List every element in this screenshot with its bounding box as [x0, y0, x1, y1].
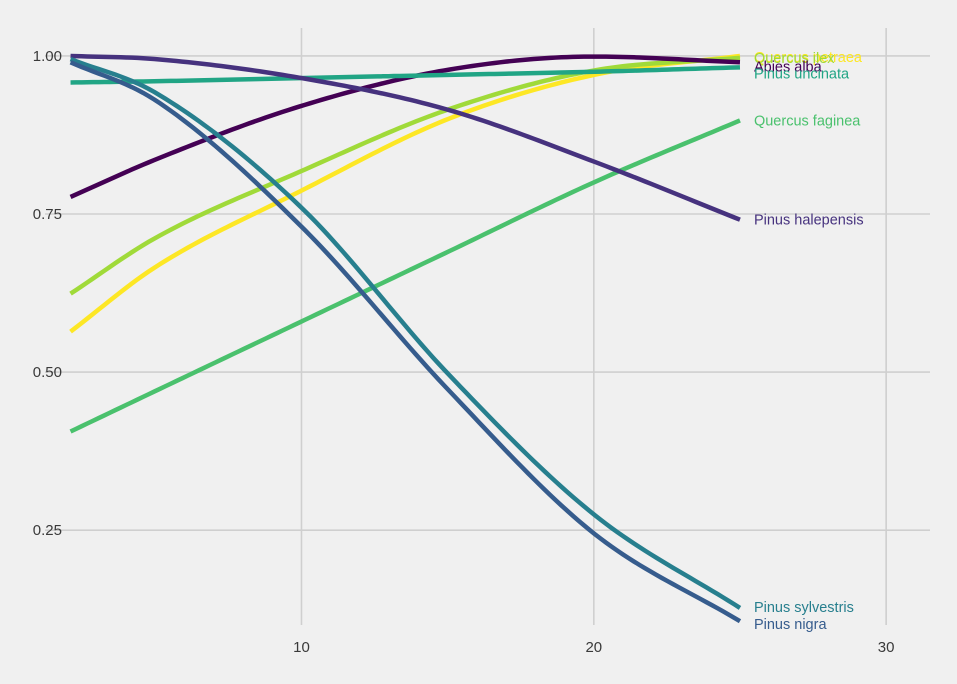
- series-line-quercus-faginea: [69, 118, 741, 434]
- series-line-abies-alba: [69, 54, 741, 199]
- y-tick-label: 0.75: [33, 206, 62, 223]
- series-label-pinus-nigra: Pinus nigra: [754, 617, 827, 633]
- series-label-pinus-sylvestris: Pinus sylvestris: [754, 600, 854, 616]
- tick-labels: 0.25 0.50 0.75 1.00 10 20 30: [33, 48, 895, 656]
- series-label-quercus-petraea: Quercus petraea: [754, 50, 863, 66]
- y-tick-label: 1.00: [33, 48, 62, 65]
- series-label-quercus-faginea: Quercus faginea: [754, 113, 861, 129]
- series-lines: [69, 53, 742, 624]
- series-label-pinus-uncinata: Pinus uncinata: [754, 66, 850, 82]
- y-tick-label: 0.50: [33, 364, 62, 381]
- series-label-pinus-halepensis: Pinus halepensis: [754, 213, 864, 229]
- series-line-pinus-sylvestris: [69, 56, 742, 610]
- x-tick-label: 10: [293, 639, 310, 656]
- series-line-pinus-halepensis: [70, 53, 741, 222]
- series-line-pinus-uncinata: [70, 65, 741, 85]
- x-tick-label: 20: [585, 639, 602, 656]
- series-line-pinus-nigra: [69, 60, 742, 624]
- series-label-abies-alba: Abies alba: [754, 59, 823, 75]
- x-tick-label: 30: [878, 639, 895, 656]
- y-tick-label: 0.25: [33, 522, 62, 539]
- series-label-quercus-ilex: Quercus ilex: [754, 51, 835, 67]
- series-line-quercus-ilex: [69, 55, 741, 296]
